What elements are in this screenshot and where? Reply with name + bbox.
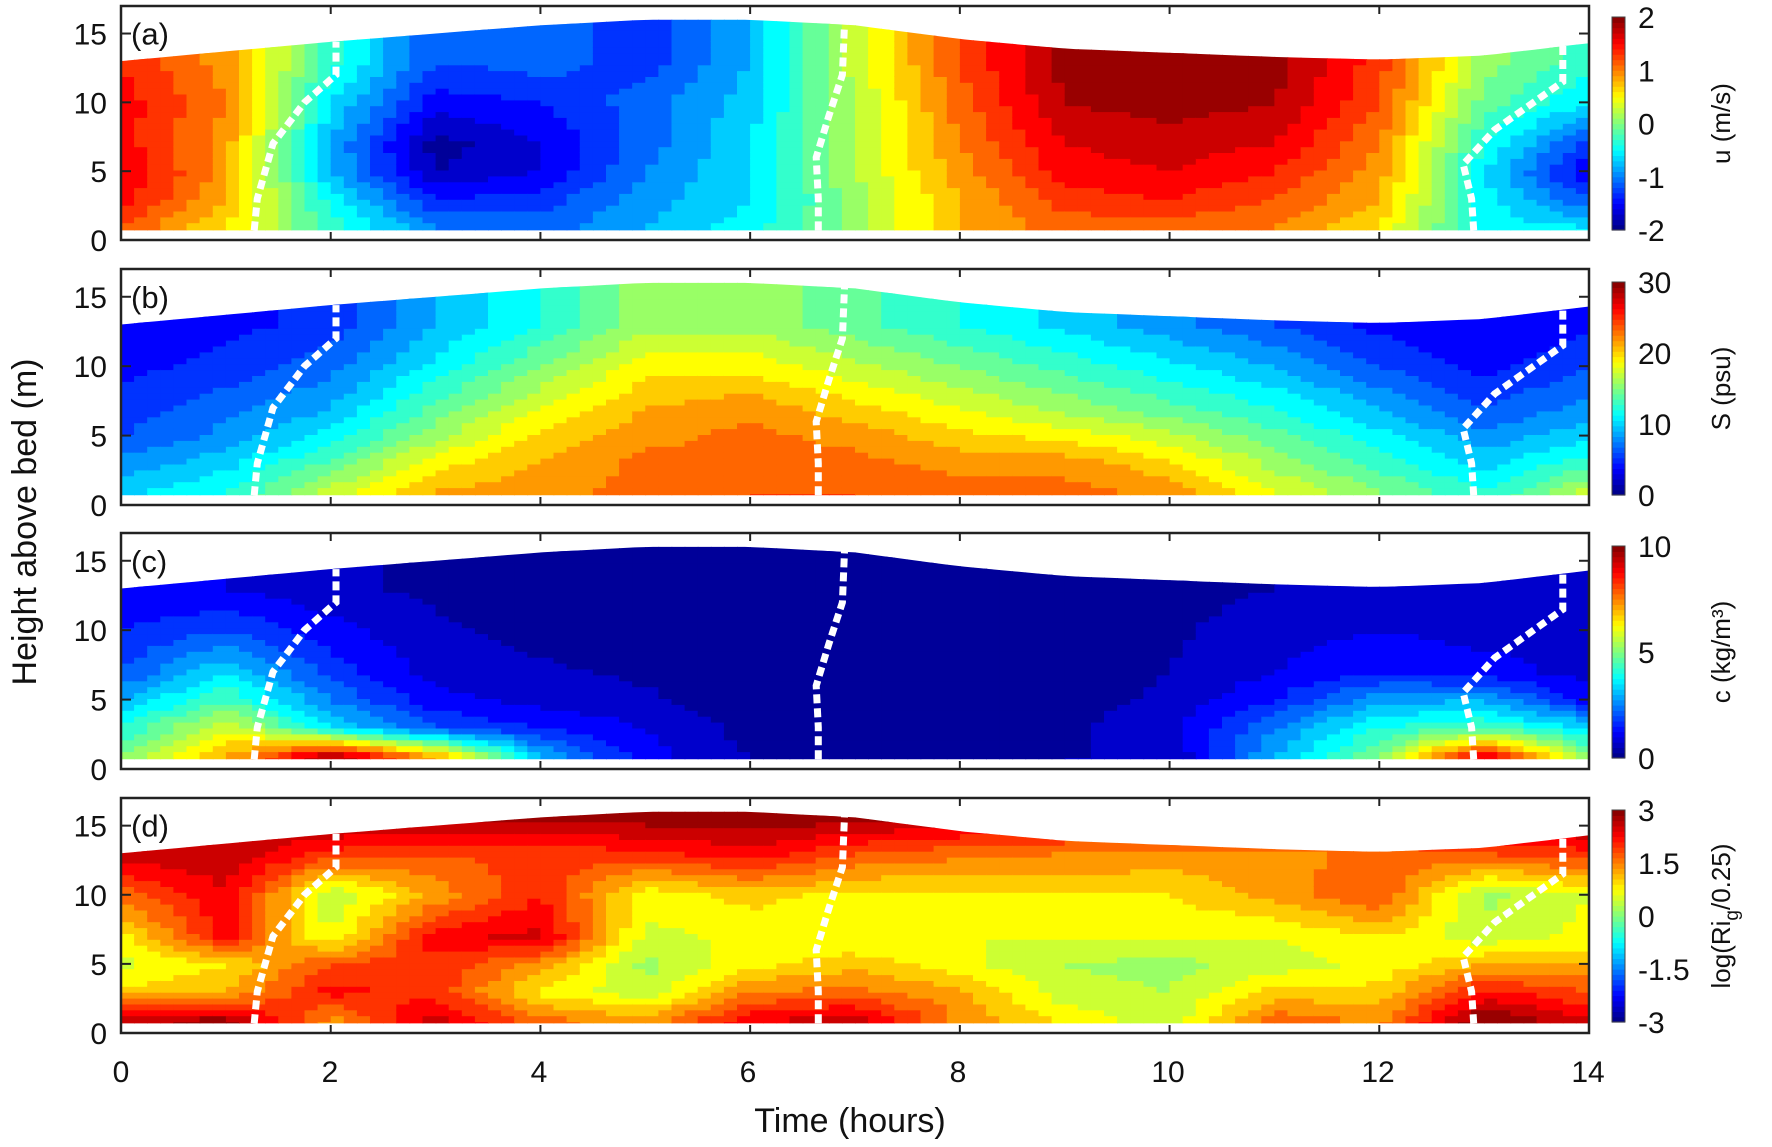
axes-frame — [119, 796, 1591, 1035]
panel-d: 0 5 10 15 (d) 3 1.5 0 -1.5 -3 log(Rig/0.25) — [74, 795, 1743, 1051]
dashed-line-slack-3 — [1459, 573, 1567, 760]
y-tick-label: 0 — [90, 1018, 107, 1051]
colorbar-tick-label: 20 — [1638, 338, 1671, 371]
x-tick-label: 4 — [531, 1056, 548, 1089]
axes-frame — [119, 4, 1591, 242]
y-tick-label: 15 — [74, 19, 107, 52]
colorbar-tick-label: 0 — [1638, 480, 1655, 513]
colorbar-c: 10 5 0 c (kg/m³) — [1611, 531, 1736, 776]
x-tick-label: 14 — [1571, 1056, 1604, 1089]
colorbar-tick-label: 5 — [1638, 637, 1655, 670]
x-tick-labels: 0 2 4 6 8 10 12 14 — [113, 1056, 1605, 1089]
dashed-line-slack-2 — [812, 815, 848, 1024]
y-axis-title: Height above bed (m) — [6, 359, 44, 686]
x-tick-label: 6 — [740, 1056, 757, 1089]
dashed-line-slack-1 — [250, 305, 340, 496]
panel-label: (b) — [131, 280, 169, 315]
colorbar-tick-label: -3 — [1638, 1007, 1665, 1040]
y-tick-label: 5 — [90, 421, 107, 454]
colorbar-tick-label: 3 — [1638, 795, 1655, 828]
x-tick-label: 8 — [950, 1056, 967, 1089]
colorbar-tick-label: 0 — [1638, 743, 1655, 776]
dashed-line-slack-3 — [1459, 838, 1567, 1024]
y-tick-label: 5 — [90, 156, 107, 189]
axes-frame — [119, 531, 1591, 771]
contour-field — [121, 811, 1589, 1024]
colorbar-title: S (psu) — [1706, 347, 1736, 431]
x-tick-label: 0 — [113, 1056, 130, 1089]
y-tick-label: 10 — [74, 87, 107, 120]
colorbar-tick-label: 10 — [1638, 409, 1671, 442]
colorbar-tick-label: 30 — [1638, 267, 1671, 300]
y-tick-label: 10 — [74, 351, 107, 384]
panel-b: 0 5 10 15 (b) 30 20 10 0 S (psu) — [74, 267, 1736, 523]
colorbar-d: 3 1.5 0 -1.5 -3 log(Rig/0.25) — [1611, 795, 1743, 1040]
panel-label: (d) — [131, 809, 169, 844]
panel-label: (c) — [131, 544, 167, 579]
y-tick-label: 0 — [90, 754, 107, 787]
y-tick-label: 15 — [74, 282, 107, 315]
y-tick-label: 5 — [90, 949, 107, 982]
dashed-line-slack-2 — [812, 286, 848, 496]
panel-c: 0 5 10 15 (c) 10 5 0 c (kg/m³) — [74, 531, 1736, 787]
colorbar-tick-label: 10 — [1638, 531, 1671, 564]
y-tick-label: 15 — [74, 546, 107, 579]
dashed-line-slack-2 — [812, 550, 848, 760]
y-tick-label: 10 — [74, 615, 107, 648]
colorbar-tick-label: -1 — [1638, 162, 1665, 195]
dashed-line-slack-1 — [250, 569, 340, 760]
colorbar-title: u (m/s) — [1706, 83, 1736, 164]
contour-field — [121, 282, 1589, 496]
dashed-line-slack-1 — [250, 41, 340, 231]
y-tick-label: 5 — [90, 685, 107, 718]
colorbar-tick-label: -1.5 — [1638, 954, 1690, 987]
colorbar-tick-label: 2 — [1638, 2, 1655, 35]
contour-field — [121, 546, 1589, 760]
axes-frame — [119, 267, 1591, 507]
x-tick-label: 12 — [1361, 1056, 1394, 1089]
y-tick-label: 0 — [90, 225, 107, 258]
colorbar-tick-label: 0 — [1638, 109, 1655, 142]
colorbar-a: 2 1 0 -1 -2 u (m/s) — [1611, 2, 1736, 248]
colorbar-tick-label: 1.5 — [1638, 848, 1680, 881]
panel-label: (a) — [131, 17, 169, 52]
y-tick-label: 0 — [90, 490, 107, 523]
x-tick-label: 2 — [322, 1056, 339, 1089]
y-tick-label: 15 — [74, 811, 107, 844]
dashed-line-slack-3 — [1459, 309, 1567, 496]
colorbar-b: 30 20 10 0 S (psu) — [1611, 267, 1736, 513]
dashed-line-slack-2 — [812, 23, 848, 231]
x-axis-title: Time (hours) — [754, 1102, 945, 1140]
y-tick-label: 10 — [74, 880, 107, 913]
dashed-line-slack-1 — [250, 833, 340, 1024]
colorbar-tick-label: -2 — [1638, 215, 1665, 248]
x-tick-label: 10 — [1151, 1056, 1184, 1089]
colorbar-title: log(Rig/0.25) — [1706, 844, 1743, 989]
dashed-line-slack-3 — [1459, 45, 1567, 231]
contour-field — [121, 19, 1589, 231]
colorbar-tick-label: 1 — [1638, 55, 1655, 88]
colorbar-title: c (kg/m³) — [1706, 601, 1736, 704]
colorbar-tick-label: 0 — [1638, 901, 1655, 934]
